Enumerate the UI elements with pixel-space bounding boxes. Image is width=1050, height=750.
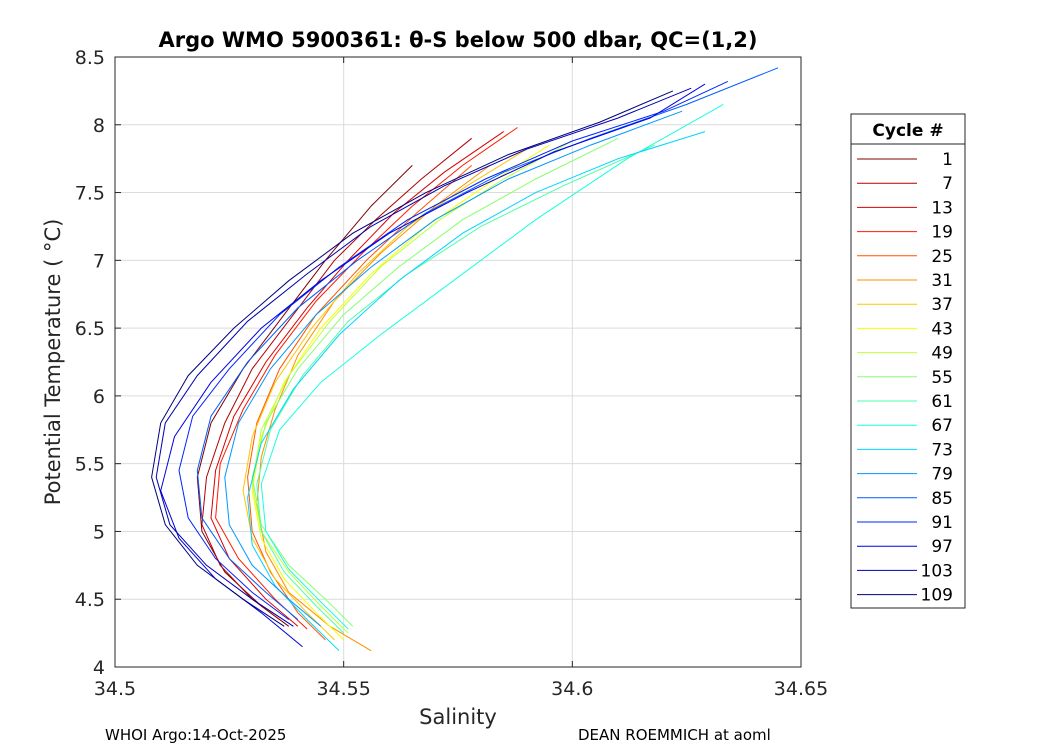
legend-label-79: 79: [931, 465, 953, 485]
series-line-cycle-55: [251, 137, 619, 627]
legend-label-43: 43: [931, 319, 953, 339]
legend: Cycle # 1 7 13 19 25 31 37 43 49 55 61 67 73 79 85 91 97…: [850, 113, 966, 609]
series-line-cycle-97: [160, 83, 706, 648]
series-line-cycle-73: [247, 131, 706, 652]
chart-title: Argo WMO 5900361: θ-S below 500 dbar, QC…: [159, 28, 758, 52]
legend-label-85: 85: [931, 489, 953, 509]
series-line-cycle-67: [260, 103, 724, 630]
series-line-cycle-7: [201, 137, 473, 621]
axes-frame: [114, 56, 802, 668]
y-tick-label: 4.5: [75, 589, 105, 611]
x-axis-label: Salinity: [419, 705, 497, 729]
x-tick-label: 34.6: [551, 678, 593, 700]
legend-label-37: 37: [931, 295, 953, 315]
x-tick-label: 34.5: [94, 678, 136, 700]
y-tick-label: 7.5: [75, 183, 105, 205]
legend-label-49: 49: [931, 344, 953, 364]
legend-entries: 1 7 13 19 25 31 37 43 49 55 61 67 73 79 85 91 97 103 109: [857, 150, 953, 606]
series-line-cycle-61: [256, 144, 655, 634]
y-tick-label: 8.5: [75, 47, 105, 69]
y-tick-label: 6: [93, 386, 105, 408]
footer-right: DEAN ROEMMICH at aoml: [578, 726, 771, 744]
legend-label-13: 13: [931, 198, 953, 218]
legend-label-1: 1: [942, 150, 953, 170]
legend-label-97: 97: [931, 537, 953, 557]
series-line-cycle-37: [242, 148, 527, 641]
series-line-cycle-109: [151, 90, 674, 627]
legend-label-55: 55: [931, 368, 953, 388]
legend-label-103: 103: [921, 561, 953, 581]
series-line-cycle-91: [178, 80, 729, 621]
grid: [115, 57, 801, 667]
axis-ticks: 34.5 34.55 34.6 34.65 4 4.5 5 5.5 6 6.5 7 7.5 8 8.5: [75, 47, 828, 700]
footer-left: WHOI Argo:14-Oct-2025: [105, 726, 286, 744]
legend-label-109: 109: [921, 586, 953, 606]
legend-label-73: 73: [931, 440, 953, 460]
x-tick-label: 34.55: [316, 678, 370, 700]
y-tick-label: 8: [93, 115, 105, 137]
y-tick-label: 5.5: [75, 454, 105, 476]
y-tick-label: 4: [93, 657, 105, 679]
y-tick-label: 7: [93, 250, 105, 272]
series-line-cycle-31: [256, 164, 491, 652]
legend-label-67: 67: [931, 416, 953, 436]
series-line-cycle-49: [251, 140, 573, 634]
y-axis-label: Potential Temperature ( °C): [41, 219, 65, 506]
series-line-cycle-25: [247, 165, 473, 641]
series-line-cycle-103: [155, 87, 692, 627]
legend-label-31: 31: [931, 271, 953, 291]
series-lines: [151, 67, 779, 652]
series-line-cycle-43: [251, 144, 550, 641]
legend-label-91: 91: [931, 513, 953, 533]
legend-title: Cycle #: [872, 121, 943, 141]
y-tick-label: 6.5: [75, 318, 105, 340]
legend-label-25: 25: [931, 247, 953, 267]
legend-box: [850, 113, 966, 609]
legend-label-19: 19: [931, 223, 953, 243]
x-tick-label: 34.65: [774, 678, 828, 700]
legend-label-7: 7: [942, 174, 953, 194]
series-line-cycle-79: [224, 110, 683, 627]
y-tick-label: 5: [93, 521, 105, 543]
legend-label-61: 61: [931, 392, 953, 412]
